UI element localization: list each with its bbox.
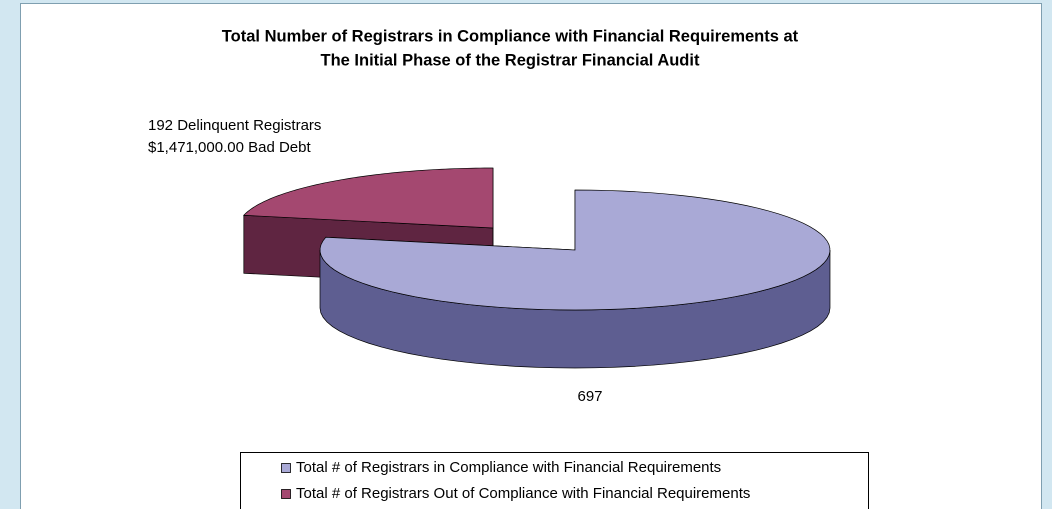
data-label: 697: [577, 388, 602, 405]
legend-swatch: [281, 489, 291, 499]
slice: [243, 167, 494, 229]
annotation: $1,471,000.00 Bad Debt: [148, 139, 311, 156]
legend-label: Total # of Registrars Out of Compliance …: [296, 485, 750, 502]
data-label: 192 Delinquent Registrars: [148, 117, 321, 134]
legend: [240, 452, 869, 509]
chart-title: Total Number of Registrars in Compliance…: [222, 27, 799, 45]
slice: [319, 189, 831, 311]
chart-title: The Initial Phase of the Registrar Finan…: [321, 51, 700, 69]
legend-label: Total # of Registrars in Compliance with…: [296, 459, 721, 476]
legend-swatch: [281, 463, 291, 473]
